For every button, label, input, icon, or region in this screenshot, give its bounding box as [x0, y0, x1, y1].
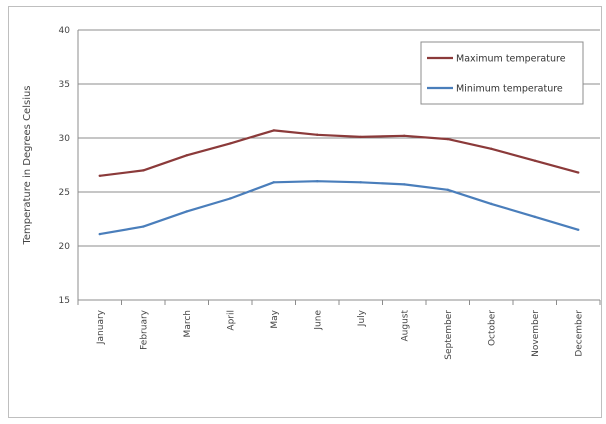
gridlines [78, 29, 600, 247]
series-line-minimum [99, 180, 579, 236]
series-lines [98, 129, 580, 236]
x-tick-label: March [183, 310, 193, 337]
data-point [142, 225, 145, 228]
data-point [316, 133, 319, 136]
legend-label: Minimum temperature [456, 84, 563, 95]
data-point [533, 215, 536, 219]
y-tick-label: 30 [59, 134, 71, 144]
data-point [98, 174, 101, 177]
x-tick-label: April [226, 310, 236, 331]
series-line-maximum [99, 129, 579, 177]
legend-box [420, 41, 584, 105]
data-point [577, 171, 580, 174]
data-point [272, 129, 275, 132]
x-tick-label: February [139, 309, 149, 350]
data-point [359, 181, 362, 184]
data-point [533, 159, 536, 162]
x-tick-label: January [96, 309, 106, 345]
data-point [142, 169, 145, 172]
data-point [490, 147, 493, 150]
data-point [272, 181, 275, 184]
y-axis-title: Temperature in Degrees Celsius [22, 85, 33, 245]
data-point [446, 188, 449, 192]
data-point [98, 232, 101, 236]
data-point [403, 183, 406, 186]
data-point [359, 135, 362, 139]
y-tick-label: 25 [59, 188, 70, 198]
legend: Maximum temperature Minimum temperature [420, 41, 584, 105]
x-tick-label: June [313, 310, 323, 331]
data-point [316, 180, 319, 183]
data-point [185, 154, 188, 157]
data-point [403, 134, 406, 138]
data-point [490, 202, 493, 206]
legend-label: Maximum temperature [456, 54, 566, 65]
y-tick-label: 35 [59, 80, 70, 90]
axes: 15 20 25 30 35 40 January February March April May… [59, 26, 601, 360]
y-tick-label: 15 [59, 296, 70, 306]
data-point [185, 210, 188, 213]
data-point [577, 228, 580, 231]
x-tick-label: October [487, 310, 497, 346]
x-tick-label: August [400, 310, 410, 342]
x-tick-label: November [531, 310, 541, 357]
data-point [446, 137, 449, 141]
data-point [229, 142, 232, 145]
y-tick-label: 40 [59, 26, 71, 36]
x-tick-label: May [270, 309, 280, 328]
data-point [229, 197, 232, 200]
x-tick-label: July [357, 309, 367, 327]
x-tick-label: September [444, 310, 454, 360]
y-tick-label: 20 [59, 242, 71, 252]
x-tick-label: December [574, 310, 584, 357]
